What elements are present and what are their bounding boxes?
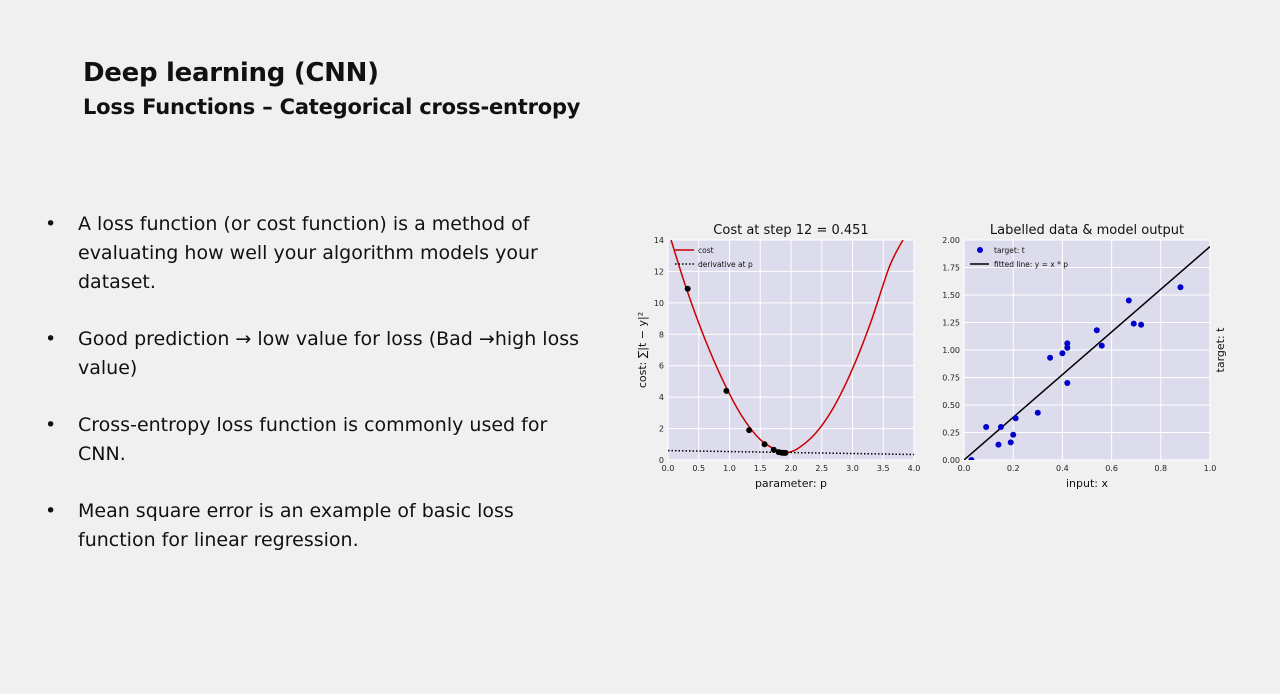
x-tick-label: 0.6 (1105, 464, 1118, 473)
scatter-point (983, 424, 990, 430)
cost-point (782, 449, 789, 456)
scatter-point (968, 457, 975, 460)
x-tick-label: 0.0 (958, 464, 971, 473)
bullet-text: Mean square error is an example of basic… (78, 500, 514, 551)
slide-subtitle: Loss Functions – Categorical cross-entro… (83, 95, 581, 119)
bullet-item: • A loss function (or cost function) is a… (45, 210, 585, 297)
x-tick-label: 1.5 (754, 464, 767, 473)
chart-title: Cost at step 12 = 0.451 (713, 223, 868, 238)
y-tick-label: 0 (659, 456, 664, 465)
bullet-text: A loss function (or cost function) is a … (78, 213, 538, 293)
scatter-point (997, 424, 1004, 430)
y-tick-label: 1.25 (942, 319, 960, 328)
fitted-line (964, 246, 1210, 460)
bullet-item: • Cross-entropy loss function is commonly… (45, 411, 585, 469)
legend-target-swatch (977, 247, 983, 253)
scatter-point (1047, 354, 1054, 361)
x-tick-label: 2.0 (785, 464, 798, 473)
y-tick-label: 0.50 (942, 401, 960, 410)
y-tick-label: 1.50 (942, 291, 960, 300)
scatter-point (1034, 409, 1041, 416)
legend-cost-label: cost (698, 246, 714, 255)
x-tick-label: 4.0 (908, 464, 921, 473)
slide-title: Deep learning (CNN) (83, 58, 379, 88)
y-axis-label: target: t (1214, 327, 1227, 373)
y-tick-label: 8 (659, 330, 664, 339)
y-tick-label: 14 (654, 236, 664, 245)
plot-marks (668, 240, 914, 456)
scatter-point (1064, 340, 1071, 347)
x-axis-label: input: x (1066, 477, 1108, 490)
legend-derivative-label: derivative at p (698, 260, 753, 269)
cost-point (684, 285, 691, 292)
x-tick-label: 0.8 (1154, 464, 1167, 473)
cost-point (723, 387, 730, 394)
scatter-point (1138, 321, 1145, 328)
cost-point (746, 427, 753, 434)
scatter-point (1064, 380, 1071, 386)
legend-target-label: target: t (994, 246, 1025, 255)
y-tick-label: 10 (654, 299, 664, 308)
bullet-dot: • (45, 213, 57, 235)
chart-2: 0.0 0.2 0.4 0.6 0.8 1.0 0.00 0.25 0.50 0.75 1.00 1.… (942, 223, 1227, 490)
scatter-point (1093, 327, 1100, 334)
x-axis-label: parameter: p (755, 477, 827, 490)
x-tick-label: 0.5 (692, 464, 705, 473)
legend: target: t fitted line: y = x * p (970, 246, 1068, 269)
y-tick-label: 0.75 (942, 374, 960, 383)
x-tick-label: 2.5 (815, 464, 828, 473)
y-tick-label: 2.00 (942, 236, 960, 245)
cost-point (770, 446, 777, 453)
y-axis-label: cost: ∑|t − y|² (636, 312, 649, 388)
y-tick-label: 0.25 (942, 429, 960, 438)
scatter-point (1125, 297, 1132, 304)
x-tick-label: 3.0 (846, 464, 859, 473)
bullet-text: Cross-entropy loss function is commonly … (78, 414, 548, 465)
scatter-point (1098, 342, 1105, 349)
scatter-point (1012, 415, 1019, 422)
scatter-point (1064, 344, 1071, 351)
plot-marks (964, 246, 1210, 460)
x-tick-label: 0.0 (662, 464, 675, 473)
x-tick-label: 0.4 (1056, 464, 1069, 473)
x-tick-label: 3.5 (877, 464, 890, 473)
scatter-point (1010, 431, 1017, 438)
bullet-dot: • (45, 500, 57, 522)
bullet-dot: • (45, 414, 57, 436)
y-tick-label: 6 (659, 362, 664, 371)
y-tick-label: 12 (654, 267, 664, 276)
y-tick-label: 1.75 (942, 264, 960, 273)
bullet-item: • Mean square error is an example of basi… (45, 497, 585, 555)
x-tick-label: 1.0 (1204, 464, 1217, 473)
chart-title: Labelled data & model output (990, 223, 1184, 238)
bullet-text: Good prediction → low value for loss (Ba… (78, 328, 579, 379)
x-tick-label: 0.2 (1007, 464, 1020, 473)
scatter-point (1007, 439, 1014, 446)
scatter-point (1059, 350, 1066, 357)
y-tick-label: 1.00 (942, 346, 960, 355)
bullet-item: • Good prediction → low value for loss (B… (45, 325, 585, 383)
chart-1: 0.0 0.5 1.0 1.5 2.0 2.5 3.0 3.5 4.0 0 2 4 6 8 10 12 14 Co… (636, 223, 920, 490)
scatter-point (995, 441, 1002, 448)
scatter-point (1177, 284, 1184, 291)
y-tick-label: 2 (659, 425, 664, 434)
legend: cost derivative at p (675, 246, 753, 269)
x-tick-label: 1.0 (723, 464, 736, 473)
charts-figure: 0.0 0.5 1.0 1.5 2.0 2.5 3.0 3.5 4.0 0 2 4 6 8 10 12 14 Co… (636, 223, 1227, 490)
y-tick-label: 0.00 (942, 456, 960, 465)
y-tick-label: 4 (659, 393, 664, 402)
bullet-list: • A loss function (or cost function) is a… (45, 210, 585, 583)
scatter-point (1130, 320, 1137, 327)
derivative-line (668, 449, 914, 456)
bullet-dot: • (45, 328, 57, 350)
cost-point (761, 441, 768, 448)
legend-fit-label: fitted line: y = x * p (994, 260, 1068, 269)
